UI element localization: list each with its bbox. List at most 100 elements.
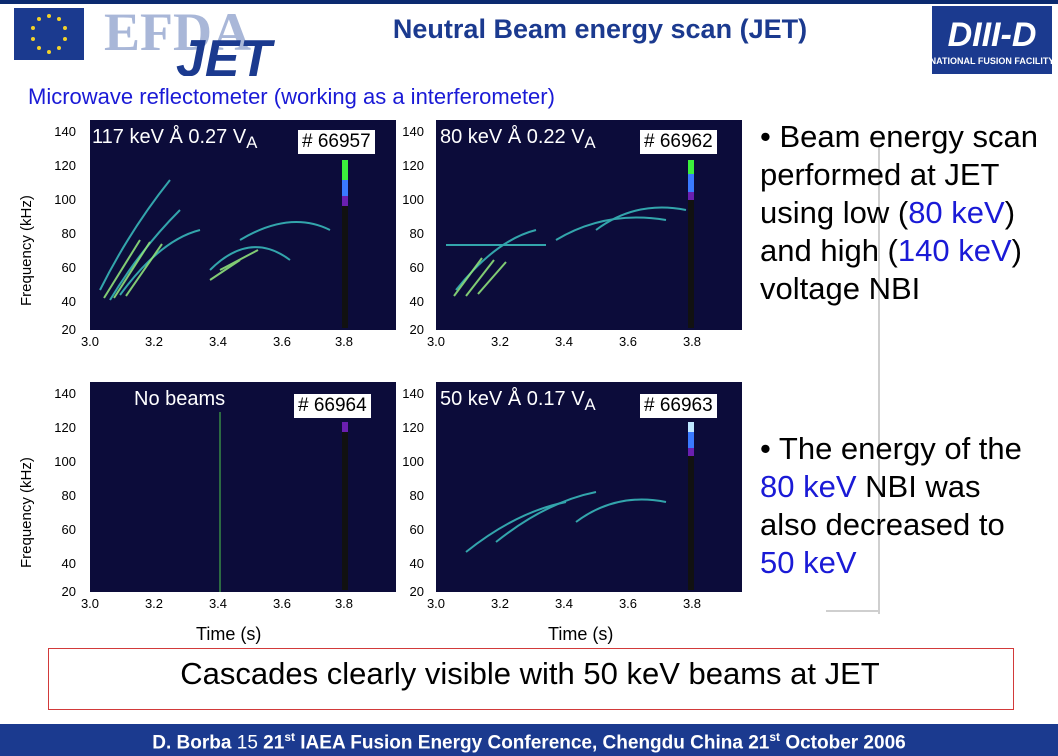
svg-text:NATIONAL FUSION FACILITY: NATIONAL FUSION FACILITY	[930, 56, 1054, 66]
y-tick: 60	[409, 260, 424, 275]
footer-conf-num: 21	[263, 732, 285, 754]
y-tick: 140	[54, 124, 76, 139]
footer-conf-sup: st	[284, 730, 295, 744]
x-tick: 3.0	[426, 334, 446, 349]
x-axis-label-right: Time (s)	[548, 624, 614, 644]
bullet-highlight: 80 keV	[908, 195, 1005, 230]
y-tick: 100	[54, 192, 76, 207]
x-tick: 3.0	[426, 596, 446, 611]
y-tick: 140	[402, 124, 424, 139]
x-tick: 3.8	[682, 334, 702, 349]
footer-bar	[0, 724, 1058, 756]
y-tick: 80	[409, 488, 424, 503]
shot-number-badge: # 66957	[298, 130, 375, 154]
panel-3-label: No beams	[134, 388, 225, 411]
shot-number-badge: # 66963	[640, 394, 717, 418]
spectrogram-image	[436, 120, 742, 330]
bullet-text: • Beam energy scan performed at JET usin…	[760, 119, 1038, 230]
y-tick: 100	[402, 192, 424, 207]
panel-4-label-text: 50 keV Å 0.17 V	[440, 388, 585, 410]
x-tick: 3.8	[682, 596, 702, 611]
panel-1-label-text: 117 keV Å 0.27 V	[92, 126, 247, 148]
y-tick: 60	[61, 522, 76, 537]
footer-page: 15	[236, 732, 258, 754]
panel-4-label: 50 keV Å 0.17 VA	[440, 388, 596, 415]
y-tick: 140	[402, 386, 424, 401]
shot-number-badge: # 66964	[294, 394, 371, 418]
panel-1-label: 117 keV Å 0.27 VA	[92, 126, 257, 153]
x-tick: 3.6	[272, 596, 292, 611]
y-axis-label-top: Frequency (kHz)	[18, 195, 35, 306]
spectrogram-panel-4: 140 120 100 80 60 40 20 50 keV Å 0.17 VA…	[396, 380, 746, 620]
header-band	[0, 0, 1058, 4]
svg-text:JET: JET	[176, 30, 276, 76]
footer-text: D. Borba 15 21st IAEA Fusion Energy Conf…	[0, 730, 1058, 754]
y-tick: 20	[409, 584, 424, 599]
y-tick: 60	[61, 260, 76, 275]
y-tick: 120	[54, 158, 76, 173]
y-tick: 120	[402, 158, 424, 173]
x-axis-label-left: Time (s)	[196, 624, 262, 644]
panel-4-label-sub: A	[584, 395, 596, 414]
x-tick: 3.8	[334, 596, 354, 611]
spectrogram-panel-2: 140 120 100 80 60 40 20 80 keV Å 0.22 VA…	[396, 118, 746, 358]
x-tick: 3.8	[334, 334, 354, 349]
panel-2-label-sub: A	[584, 133, 596, 152]
y-tick: 120	[402, 420, 424, 435]
y-axis-label-bottom: Frequency (kHz)	[18, 457, 35, 568]
footer-author: D. Borba	[152, 732, 232, 754]
spectrogram-image	[90, 120, 396, 330]
page-title: Neutral Beam energy scan (JET)	[392, 14, 808, 44]
footer-date-text: October 2006	[785, 732, 906, 754]
bullet-text: • The energy of the	[760, 431, 1022, 466]
x-tick: 3.0	[80, 334, 100, 349]
y-tick: 100	[402, 454, 424, 469]
bullet-highlight: 50 keV	[760, 545, 857, 580]
x-tick: 3.2	[144, 596, 164, 611]
x-tick: 3.2	[490, 334, 510, 349]
panel-3-label-text: No beams	[134, 388, 226, 410]
y-tick: 120	[54, 420, 76, 435]
bracket-line	[878, 146, 880, 614]
x-tick: 3.6	[618, 596, 638, 611]
x-tick: 3.0	[80, 596, 100, 611]
bullet-highlight: 80 keV	[760, 469, 857, 504]
efda-jet-logo: EFDA JET	[8, 2, 304, 88]
bullet-text: ) voltage NBI	[760, 233, 1022, 306]
svg-text:EFDA: EFDA	[104, 4, 251, 62]
bullet-energy-decreased: • The energy of the 80 keV NBI was also …	[760, 430, 1040, 582]
bullet-text: NBI was also decreased to	[760, 469, 1005, 542]
y-tick: 140	[54, 386, 76, 401]
y-tick: 40	[61, 294, 76, 309]
subtitle: Microwave reflectometer (working as a in…	[28, 84, 555, 109]
y-tick: 40	[61, 556, 76, 571]
panel-1-label-sub: A	[246, 133, 258, 152]
footer-date-num: 21	[748, 732, 770, 754]
y-tick: 100	[54, 454, 76, 469]
bullet-beam-energy-scan: • Beam energy scan performed at JET usin…	[760, 118, 1040, 308]
diiid-logo: DIII-D NATIONAL FUSION FACILITY	[930, 4, 1054, 76]
spectrogram-panel-3: 140 120 100 80 60 40 20 No beams # 66964…	[48, 380, 398, 620]
x-tick: 3.4	[208, 334, 228, 349]
callout-box	[48, 648, 1014, 710]
y-tick: 20	[409, 322, 424, 337]
x-tick: 3.2	[144, 334, 164, 349]
bullet-highlight: 140 keV	[897, 233, 1012, 268]
y-tick: 40	[409, 294, 424, 309]
x-tick: 3.4	[554, 334, 574, 349]
x-tick: 3.4	[208, 596, 228, 611]
y-tick: 80	[61, 226, 76, 241]
x-tick: 3.6	[618, 334, 638, 349]
y-tick: 20	[61, 584, 76, 599]
panel-2-label: 80 keV Å 0.22 VA	[440, 126, 596, 153]
footer-date-sup: st	[769, 730, 781, 744]
y-tick: 80	[409, 226, 424, 241]
shot-number-badge: # 66962	[640, 130, 717, 154]
spectrogram-panel-1: 140 120 100 80 60 40 20 117 keV Å 0.27 V…	[48, 118, 398, 358]
y-tick: 20	[61, 322, 76, 337]
svg-text:DIII-D: DIII-D	[948, 16, 1037, 54]
footer-conf-text: IAEA Fusion Energy Conference, Chengdu C…	[300, 732, 743, 754]
y-tick: 80	[61, 488, 76, 503]
x-tick: 3.6	[272, 334, 292, 349]
callout-text: Cascades clearly visible with 50 keV bea…	[180, 656, 880, 691]
